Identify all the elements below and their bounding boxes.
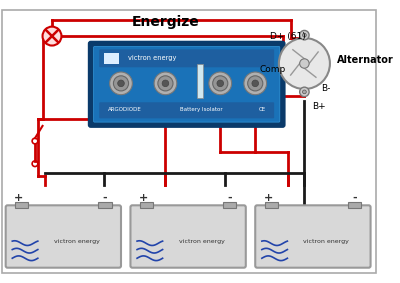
Text: +: + [264, 193, 273, 203]
FancyBboxPatch shape [94, 46, 280, 122]
Bar [140, 202, 153, 208]
Circle shape [162, 80, 169, 87]
Text: D+ (61): D+ (61) [270, 32, 306, 40]
Circle shape [217, 80, 224, 87]
Circle shape [213, 76, 228, 91]
Circle shape [302, 33, 306, 37]
Circle shape [209, 72, 232, 95]
Bar [197, 65, 203, 98]
Circle shape [300, 31, 309, 40]
Text: -: - [103, 193, 107, 203]
FancyBboxPatch shape [89, 42, 284, 127]
Circle shape [279, 38, 330, 89]
Bar [98, 202, 112, 208]
Text: +: + [139, 193, 148, 203]
Text: -: - [352, 193, 357, 203]
FancyBboxPatch shape [255, 205, 370, 268]
Bar [104, 53, 119, 63]
Text: -: - [228, 193, 232, 203]
Text: Alternator: Alternator [336, 55, 393, 65]
Bar [265, 202, 278, 208]
Text: B+: B+ [312, 102, 326, 112]
Circle shape [248, 76, 263, 91]
Circle shape [300, 59, 309, 68]
Circle shape [114, 76, 128, 91]
Bar [223, 202, 236, 208]
Text: victron energy: victron energy [178, 239, 224, 244]
Text: victron energy: victron energy [54, 239, 100, 244]
FancyBboxPatch shape [6, 205, 121, 268]
Circle shape [252, 80, 258, 87]
Text: CE: CE [258, 107, 266, 112]
Circle shape [302, 90, 306, 94]
Bar [15, 202, 28, 208]
Text: Comp: Comp [259, 65, 285, 74]
Circle shape [300, 87, 309, 97]
Bar [11, 234, 42, 262]
Circle shape [244, 72, 266, 95]
FancyBboxPatch shape [99, 102, 274, 118]
FancyBboxPatch shape [130, 205, 246, 268]
Circle shape [154, 72, 177, 95]
Bar [136, 234, 166, 262]
Circle shape [110, 72, 132, 95]
Bar [261, 234, 291, 262]
Bar [348, 202, 361, 208]
Text: victron energy: victron energy [303, 239, 349, 244]
Text: Battery Isolator: Battery Isolator [180, 107, 223, 112]
Text: +: + [14, 193, 24, 203]
Circle shape [42, 27, 62, 46]
Text: victron energy: victron energy [128, 55, 176, 61]
Circle shape [118, 80, 124, 87]
Text: Energize: Energize [132, 15, 199, 29]
Circle shape [158, 76, 173, 91]
FancyBboxPatch shape [99, 49, 274, 67]
Text: B-: B- [322, 83, 331, 93]
Text: ARGODIODE: ARGODIODE [108, 107, 142, 112]
